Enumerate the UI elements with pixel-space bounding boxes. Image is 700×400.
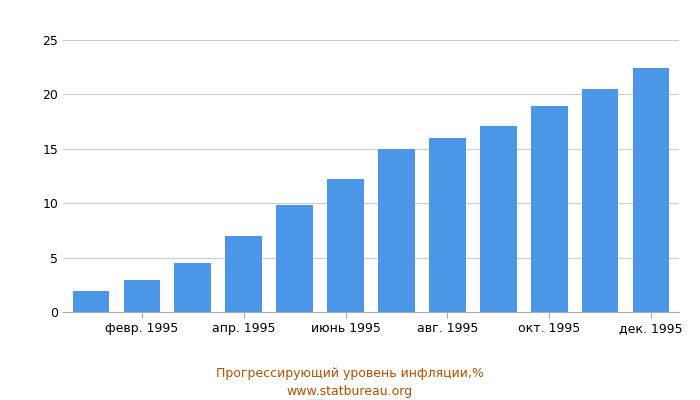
Bar bbox=[378, 149, 415, 312]
Bar bbox=[124, 280, 160, 312]
Bar bbox=[531, 106, 568, 312]
Bar bbox=[633, 68, 669, 312]
Bar bbox=[225, 236, 262, 312]
Bar bbox=[276, 205, 313, 312]
Bar bbox=[327, 179, 364, 312]
Bar bbox=[480, 126, 517, 312]
Legend: Бразилия, 1995: Бразилия, 1995 bbox=[300, 394, 442, 400]
Bar bbox=[73, 291, 109, 312]
Text: www.statbureau.org: www.statbureau.org bbox=[287, 385, 413, 398]
Bar bbox=[582, 89, 618, 312]
Bar bbox=[429, 138, 466, 312]
Text: Прогрессирующий уровень инфляции,%: Прогрессирующий уровень инфляции,% bbox=[216, 368, 484, 380]
Bar bbox=[174, 263, 211, 312]
